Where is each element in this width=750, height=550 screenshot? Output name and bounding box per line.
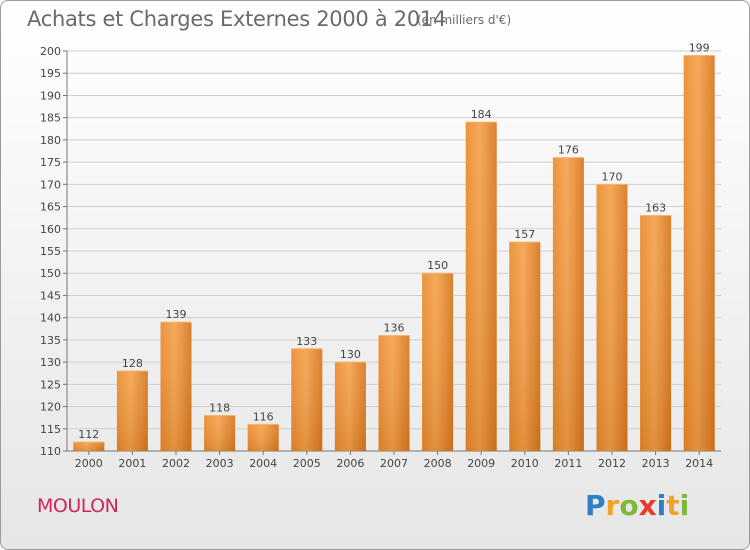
bar-value-label: 112 — [78, 428, 99, 441]
commune-name: MOULON — [37, 495, 119, 517]
bar-group — [596, 183, 628, 452]
x-tick-label: 2000 — [75, 457, 103, 470]
logo-letter: x — [638, 489, 657, 522]
bar-value-label: 136 — [384, 321, 405, 334]
bar-shade — [640, 215, 672, 451]
logo-letter: P — [585, 489, 606, 522]
x-tick-label: 2006 — [336, 457, 364, 470]
bar-group — [247, 423, 279, 451]
bar-shade — [683, 55, 715, 451]
bar-shade — [334, 362, 366, 451]
y-tick-label: 200 — [40, 45, 61, 58]
y-tick-label: 130 — [40, 356, 61, 369]
y-tick-label: 120 — [40, 401, 61, 414]
bar-group — [640, 214, 672, 451]
y-tick-label: 180 — [40, 134, 61, 147]
y-tick-label: 125 — [40, 378, 61, 391]
y-tick-label: 155 — [40, 245, 61, 258]
bar-shade — [291, 348, 323, 451]
bar-shade — [116, 371, 148, 451]
bar-shade — [73, 442, 105, 451]
bar-group — [509, 241, 541, 451]
bar-group — [683, 54, 715, 451]
y-tick-label: 115 — [40, 423, 61, 436]
y-tick-label: 170 — [40, 178, 61, 191]
x-tick-label: 2010 — [511, 457, 539, 470]
x-tick-label: 2011 — [554, 457, 582, 470]
y-tick-label: 165 — [40, 201, 61, 214]
bar-group — [116, 370, 148, 451]
proxiti-logo[interactable]: Proxiti — [585, 489, 689, 522]
bar-value-label: 176 — [558, 144, 579, 157]
x-tick-label: 2014 — [685, 457, 713, 470]
y-tick-label: 190 — [40, 89, 61, 102]
bar-shade — [596, 184, 628, 452]
bar-group — [334, 361, 366, 451]
y-tick-label: 110 — [40, 445, 61, 458]
bar-value-label: 150 — [427, 259, 448, 272]
bar-group — [291, 348, 323, 451]
x-tick-label: 2004 — [249, 457, 277, 470]
x-tick-label: 2005 — [293, 457, 321, 470]
bar-value-label: 157 — [514, 228, 535, 241]
y-tick-label: 175 — [40, 156, 61, 169]
bar-group — [73, 441, 105, 451]
y-tick-label: 135 — [40, 334, 61, 347]
bar-group — [422, 272, 454, 451]
bar-value-label: 118 — [209, 401, 230, 414]
bar-value-label: 133 — [296, 335, 317, 348]
logo-letter: i — [656, 489, 667, 522]
y-tick-label: 150 — [40, 267, 61, 280]
x-tick-label: 2001 — [118, 457, 146, 470]
logo-letter: i — [679, 489, 690, 522]
bar-value-label: 184 — [471, 108, 492, 121]
x-tick-label: 2013 — [642, 457, 670, 470]
bar-group — [204, 414, 236, 451]
logo-letter: r — [605, 489, 620, 522]
bar-shade — [204, 415, 236, 451]
x-tick-label: 2002 — [162, 457, 190, 470]
bar-shade — [160, 322, 192, 451]
y-tick-label: 185 — [40, 112, 61, 125]
bar-value-label: 170 — [602, 170, 623, 183]
y-tick-label: 195 — [40, 67, 61, 80]
bar-value-label: 116 — [253, 410, 274, 423]
bar-shade — [378, 335, 410, 451]
label-layer: 112 128 139 118 116 133 130 136 150 184 157 176 170 1… — [78, 41, 709, 441]
x-tick-label: 2012 — [598, 457, 626, 470]
bar-value-label: 130 — [340, 348, 361, 361]
y-tick-label: 160 — [40, 223, 61, 236]
bar-group — [465, 121, 497, 451]
x-tick-label: 2007 — [380, 457, 408, 470]
bar-group — [378, 334, 410, 451]
y-tick-label: 145 — [40, 289, 61, 302]
logo-letter: t — [666, 489, 680, 522]
x-tick-label: 2003 — [206, 457, 234, 470]
bar-shade — [509, 242, 541, 451]
y-tick-label: 140 — [40, 312, 61, 325]
bar-shade — [247, 424, 279, 451]
bar-value-label: 163 — [645, 201, 666, 214]
bar-group — [160, 321, 192, 451]
x-tick-label: 2009 — [467, 457, 495, 470]
bar-shade — [465, 122, 497, 451]
x-tick-label: 2008 — [424, 457, 452, 470]
bar-layer — [73, 54, 715, 452]
bar-value-label: 128 — [122, 357, 143, 370]
chart-title: Achats et Charges Externes 2000 à 2014 — [27, 7, 447, 31]
bar-shade — [422, 273, 454, 451]
bar-group — [552, 157, 584, 451]
bar-value-label: 139 — [166, 308, 187, 321]
chart-subtitle: (en milliers d'€) — [417, 13, 512, 27]
bar-value-label: 199 — [689, 41, 710, 54]
logo-letter: o — [619, 489, 639, 522]
bar-shade — [552, 157, 584, 451]
